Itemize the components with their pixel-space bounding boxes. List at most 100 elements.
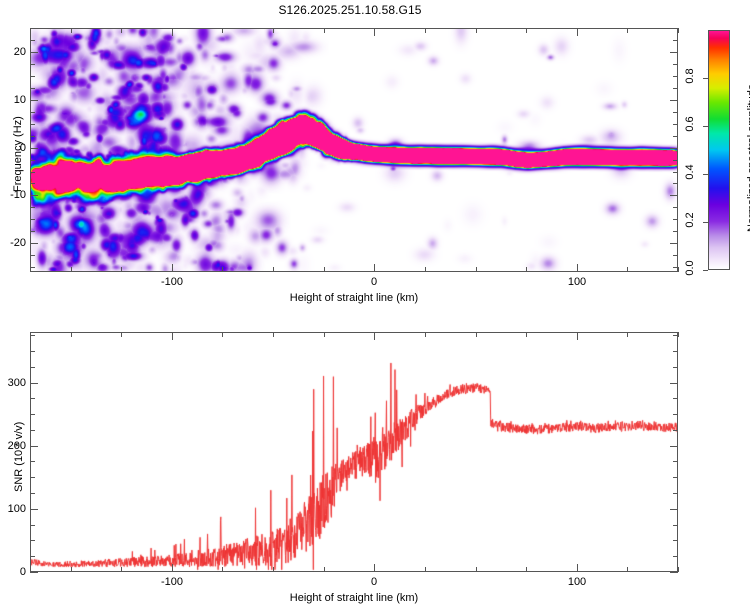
x-minor-tick-top <box>71 332 72 337</box>
y-tick-label: 0 <box>19 566 26 578</box>
y-minor-tick <box>30 207 35 208</box>
colorbar-tick-label: 0.4 <box>684 164 696 180</box>
colorbar-gradient <box>709 31 729 269</box>
spectrogram-plot-area[interactable] <box>30 28 678 272</box>
x-major-tick-top <box>172 332 173 340</box>
y-minor-tick-right <box>673 398 678 399</box>
y-tick-label: 100 <box>7 503 26 515</box>
colorbar-label: Normalized spectral amplitude <box>746 84 750 232</box>
y-minor-tick <box>30 136 35 137</box>
colorbar-tick <box>703 78 708 79</box>
y-minor-tick <box>30 477 35 478</box>
x-major-tick-top <box>577 332 578 340</box>
x-minor-tick-top <box>425 332 426 337</box>
x-minor-tick <box>273 567 274 572</box>
x-major-tick <box>172 264 173 272</box>
snr-plot-area[interactable] <box>30 332 678 572</box>
x-minor-tick <box>425 267 426 272</box>
x-minor-tick <box>121 267 122 272</box>
y-major-tick <box>30 509 38 510</box>
y-tick-label: 20 <box>13 46 26 58</box>
y-minor-tick <box>30 335 35 336</box>
y-minor-tick <box>30 461 35 462</box>
y-major-tick-right <box>670 243 678 244</box>
x-major-tick-top <box>374 332 375 340</box>
x-minor-tick <box>627 567 628 572</box>
x-major-tick <box>374 264 375 272</box>
y-minor-tick-right <box>673 124 678 125</box>
snr-x-axis-label: Height of straight line (km) <box>289 592 419 604</box>
x-major-tick <box>577 564 578 572</box>
colorbar-tick-label: 0.6 <box>684 116 696 132</box>
y-minor-tick-right <box>673 112 678 113</box>
x-major-tick-top <box>172 28 173 36</box>
x-minor-tick-top <box>71 28 72 33</box>
spectrogram-canvas <box>31 29 677 271</box>
y-minor-tick <box>30 172 35 173</box>
x-minor-tick-top <box>425 28 426 33</box>
y-minor-tick-right <box>673 207 678 208</box>
x-minor-tick <box>324 567 325 572</box>
y-tick-label: 200 <box>7 440 26 452</box>
x-minor-tick-top <box>121 28 122 33</box>
colorbar-scale[interactable] <box>708 30 730 270</box>
x-minor-tick <box>71 267 72 272</box>
y-tick-label: 10 <box>13 94 26 106</box>
x-minor-tick <box>121 567 122 572</box>
y-major-tick <box>30 195 38 196</box>
y-minor-tick-right <box>673 335 678 336</box>
x-minor-tick-top <box>627 332 628 337</box>
y-minor-tick-right <box>673 255 678 256</box>
x-minor-tick-top <box>627 28 628 33</box>
x-minor-tick-top <box>324 28 325 33</box>
y-minor-tick <box>30 540 35 541</box>
y-minor-tick <box>30 64 35 65</box>
x-minor-tick-top <box>476 332 477 337</box>
y-major-tick-right <box>670 509 678 510</box>
y-major-tick <box>30 100 38 101</box>
y-major-tick <box>30 243 38 244</box>
y-minor-tick-right <box>673 477 678 478</box>
x-minor-tick-top <box>273 28 274 33</box>
y-tick-label: -10 <box>10 189 26 201</box>
y-minor-tick-right <box>673 64 678 65</box>
colorbar-tick <box>703 126 708 127</box>
x-minor-tick-top <box>222 28 223 33</box>
y-major-tick-right <box>670 383 678 384</box>
x-minor-tick-top <box>476 28 477 33</box>
y-minor-tick-right <box>673 540 678 541</box>
y-minor-tick-right <box>673 136 678 137</box>
y-minor-tick-right <box>673 88 678 89</box>
y-major-tick <box>30 148 38 149</box>
y-minor-tick-right <box>673 40 678 41</box>
y-minor-tick <box>30 112 35 113</box>
y-major-tick-right <box>670 148 678 149</box>
y-minor-tick-right <box>673 556 678 557</box>
y-minor-tick <box>30 219 35 220</box>
y-minor-tick <box>30 398 35 399</box>
x-minor-tick <box>324 267 325 272</box>
y-minor-tick <box>30 525 35 526</box>
y-minor-tick-right <box>673 414 678 415</box>
x-tick-label: -100 <box>160 576 184 588</box>
x-minor-tick <box>222 567 223 572</box>
y-major-tick <box>30 572 38 573</box>
y-minor-tick-right <box>673 525 678 526</box>
x-minor-tick <box>476 567 477 572</box>
y-minor-tick-right <box>673 267 678 268</box>
y-minor-tick-right <box>673 351 678 352</box>
x-major-tick <box>172 564 173 572</box>
y-minor-tick <box>30 430 35 431</box>
x-minor-tick-top <box>273 332 274 337</box>
colorbar-tick <box>703 222 708 223</box>
y-minor-tick-right <box>673 231 678 232</box>
x-minor-tick <box>71 567 72 572</box>
y-tick-label: -20 <box>10 237 26 249</box>
y-minor-tick-right <box>673 430 678 431</box>
y-major-tick-right <box>670 100 678 101</box>
y-major-tick <box>30 383 38 384</box>
x-minor-tick-top <box>678 332 679 337</box>
y-minor-tick-right <box>673 172 678 173</box>
snr-y-axis-label: SNR (10 * v/v) <box>13 421 25 492</box>
